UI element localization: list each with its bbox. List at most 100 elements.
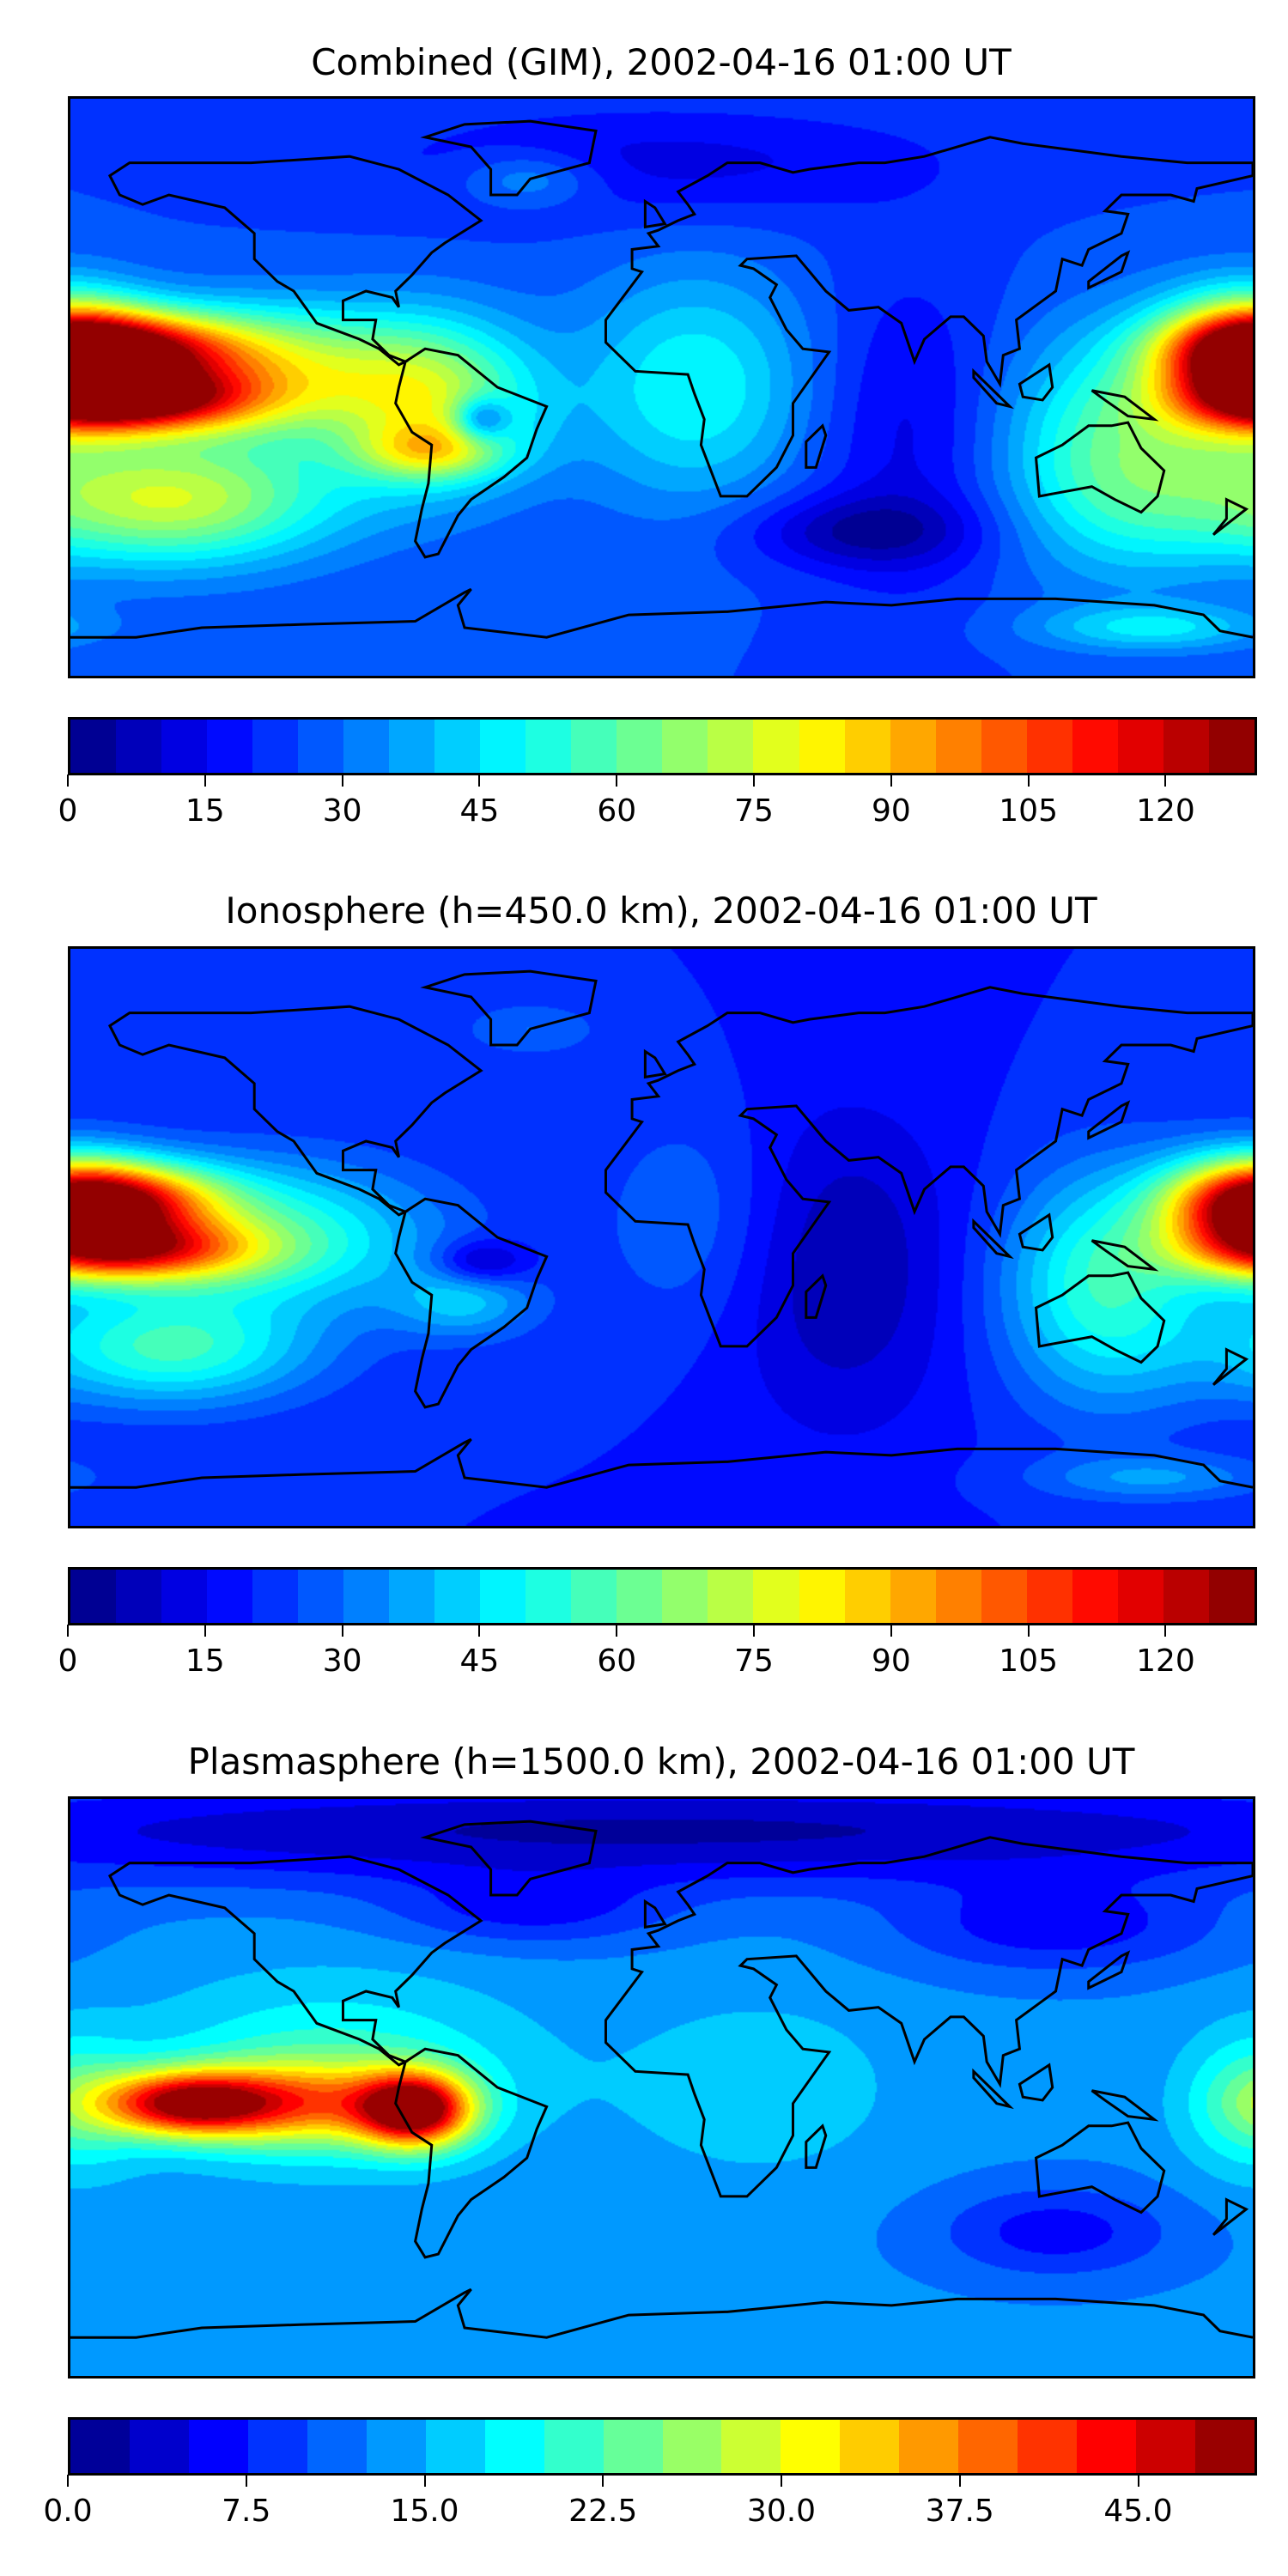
colorbar-tick-label: 22.5 — [568, 2494, 638, 2529]
colorbar-segment — [343, 1570, 390, 1623]
coastline — [110, 156, 481, 365]
colorbar — [68, 1567, 1257, 1625]
colorbar-segment — [434, 720, 481, 773]
coastline — [70, 2289, 1253, 2337]
coastline — [605, 137, 1253, 496]
colorbar-segment — [70, 720, 117, 773]
colorbar-tick-label: 15 — [185, 793, 225, 829]
colorbar-tick-label: 0 — [58, 1643, 78, 1679]
plot-title: Ionosphere (h=450.0 km), 2002-04-16 01:0… — [225, 890, 1097, 932]
colorbar-ticks: 0.0 7.5 15.0 22.5 30.0 37.5 45.0 — [43, 2475, 1257, 2543]
colorbar-tick — [1027, 775, 1030, 787]
colorbar-segment — [1136, 2420, 1196, 2473]
colorbar-segment — [753, 720, 799, 773]
colorbar-segment — [188, 2420, 248, 2473]
coastline — [425, 1821, 596, 1895]
coastline — [605, 987, 1253, 1346]
colorbar-segment — [899, 2420, 959, 2473]
colorbar-segment — [1117, 1570, 1163, 1623]
colorbar-tick — [245, 2475, 247, 2487]
coastline — [110, 1856, 481, 2065]
colorbar-tick — [67, 1625, 69, 1637]
coastline — [1036, 422, 1164, 513]
coastline — [1019, 365, 1052, 400]
colorbar-tick-label: 45.0 — [1103, 2494, 1173, 2529]
colorbar — [68, 717, 1257, 775]
coastline — [1092, 391, 1155, 420]
coastline — [974, 371, 1010, 406]
colorbar-segment — [480, 720, 526, 773]
colorbar-segment — [1117, 720, 1163, 773]
coastline — [1213, 2200, 1246, 2235]
coastline — [70, 1439, 1253, 1487]
colorbar-segment — [247, 2420, 307, 2473]
colorbar-segment — [207, 720, 253, 773]
coastline — [396, 2049, 547, 2257]
coastline — [974, 1221, 1010, 1256]
coastline — [396, 349, 547, 557]
coastline — [1089, 252, 1128, 288]
colorbar-segment — [781, 2420, 841, 2473]
colorbar-segment — [1077, 2420, 1137, 2473]
colorbar-segment — [207, 1570, 253, 1623]
colorbar-segment — [844, 1570, 890, 1623]
colorbar-tick — [1137, 2475, 1139, 2487]
colorbar-tick — [1164, 775, 1167, 787]
colorbar-segment — [617, 1570, 663, 1623]
colorbar-ticks: 0 15 30 45 60 75 90 105 120 — [58, 1625, 1257, 1693]
colorbar-tick-label: 30.0 — [746, 2494, 817, 2529]
colorbar-segment — [662, 720, 708, 773]
world-map — [68, 1796, 1255, 2379]
coastline — [605, 1838, 1253, 2196]
colorbar-segment — [1195, 2420, 1255, 2473]
colorbar-segment — [662, 2420, 722, 2473]
contour-fill — [70, 949, 1253, 1526]
colorbar-segment — [935, 1570, 981, 1623]
colorbar-segment — [389, 1570, 435, 1623]
colorbar-segment — [603, 2420, 663, 2473]
colorbar-tick-label: 75 — [734, 1643, 774, 1679]
colorbar-segment — [958, 2420, 1018, 2473]
coastline — [806, 426, 826, 468]
colorbar-segment — [753, 1570, 799, 1623]
colorbar-tick — [204, 775, 206, 787]
coastline — [645, 1901, 665, 1927]
colorbar-segment — [389, 720, 435, 773]
colorbar-segment — [116, 720, 162, 773]
colorbar-tick — [67, 2475, 69, 2487]
coastline — [110, 1006, 481, 1215]
colorbar-tick — [958, 2475, 961, 2487]
coastline — [1019, 2065, 1052, 2100]
colorbar-segment — [116, 1570, 162, 1623]
colorbar-tick-label: 37.5 — [925, 2494, 994, 2529]
colorbar-segment — [935, 720, 981, 773]
colorbar-segment — [298, 1570, 344, 1623]
colorbar-tick — [616, 1625, 618, 1637]
colorbar-segment — [840, 2420, 900, 2473]
colorbar-segment — [252, 1570, 299, 1623]
colorbar-tick-label: 0.0 — [43, 2494, 93, 2529]
colorbar-tick-label: 105 — [999, 793, 1058, 829]
colorbar-tick — [478, 1625, 481, 1637]
colorbar-tick — [781, 2475, 782, 2487]
colorbar-tick — [753, 775, 756, 787]
colorbar-segment — [298, 720, 344, 773]
colorbar-segment — [1072, 1570, 1118, 1623]
colorbar-segment — [1026, 1570, 1072, 1623]
colorbar-tick-label: 60 — [597, 793, 637, 829]
colorbar-segment — [890, 720, 936, 773]
colorbar-tick-label: 45 — [459, 1643, 500, 1679]
coastlines — [70, 949, 1253, 1526]
colorbar-segment — [799, 1570, 845, 1623]
contour-fill — [70, 1799, 1253, 2376]
colorbar-segment — [70, 1570, 117, 1623]
colorbar-segment — [252, 720, 299, 773]
coastline — [1213, 500, 1246, 535]
colorbar-segment — [571, 1570, 617, 1623]
coastline — [645, 201, 665, 227]
colorbar-segment — [480, 1570, 526, 1623]
colorbar-segment — [844, 720, 890, 773]
colorbar-tick-label: 30 — [322, 793, 362, 829]
colorbar-tick — [1027, 1625, 1030, 1637]
colorbar-tick — [478, 775, 481, 787]
